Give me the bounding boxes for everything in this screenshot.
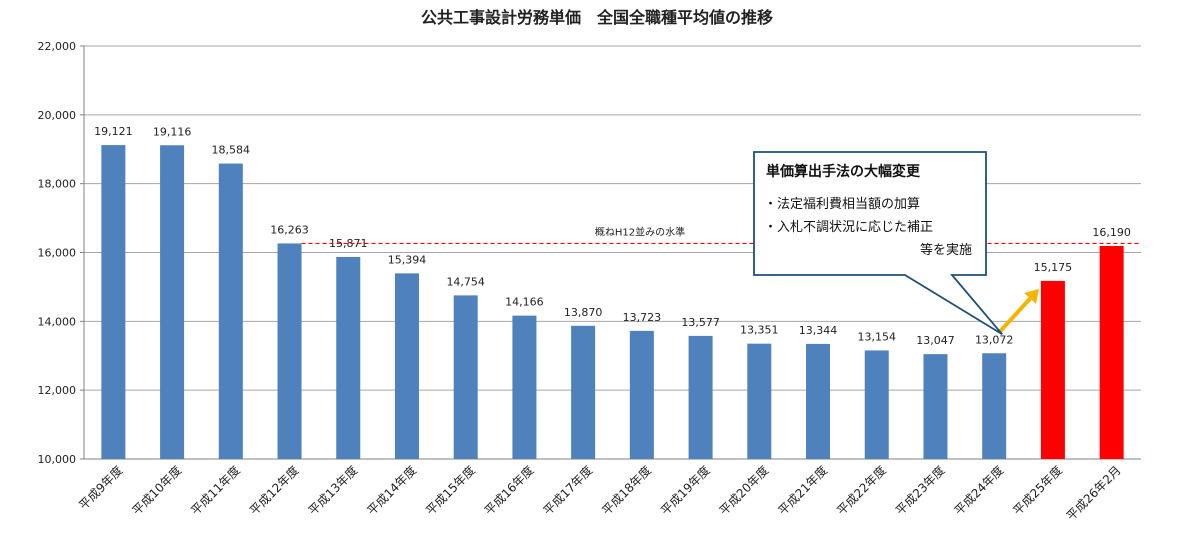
callout-box: 単価算出手法の大幅変更 ・法定福利費相当額の加算 ・入札不調状況に応じた補正 等… (753, 151, 1003, 336)
callout-line-1: ・法定福利費相当額の加算 (764, 197, 920, 212)
bar (1099, 245, 1124, 459)
x-tick-label: 平成11年度 (188, 463, 243, 518)
x-axis-labels: 平成9年度 平成10年度 平成11年度 平成12年度 平成13年度 平成14年度 平成15年… (76, 463, 1124, 524)
bar (864, 350, 889, 459)
bar (218, 163, 243, 460)
chart-title: 公共工事設計労務単価 全国全職種平均値の推移 (421, 8, 773, 27)
bar (982, 353, 1007, 459)
data-label: 13,351 (740, 324, 779, 337)
callout-line-3: 等を実施 (920, 242, 972, 258)
data-label: 13,870 (564, 306, 603, 319)
bar (453, 295, 478, 459)
bar (277, 243, 302, 459)
x-tick-label: 平成24年度 (951, 463, 1006, 518)
reference-line-label: 概ねH12並みの水準 (595, 225, 685, 238)
callout-title: 単価算出手法の大幅変更 (766, 163, 921, 180)
y-tick-label: 14,000 (38, 315, 77, 328)
data-label: 16,190 (1092, 226, 1131, 239)
bars (101, 145, 1124, 460)
data-label: 19,121 (94, 125, 133, 138)
y-tick-label: 18,000 (38, 178, 77, 191)
x-tick-label: 平成10年度 (129, 463, 184, 518)
y-tick-label: 22,000 (38, 40, 77, 53)
y-tick-label: 20,000 (38, 109, 77, 122)
data-label: 13,577 (681, 316, 720, 329)
data-label: 14,754 (446, 275, 485, 288)
data-label: 15,394 (388, 253, 427, 266)
bar (923, 354, 948, 459)
bar (1040, 280, 1065, 459)
data-label: 14,166 (505, 296, 544, 309)
bar (394, 273, 419, 459)
x-tick-label: 平成16年度 (481, 463, 536, 518)
bar (101, 145, 126, 460)
data-label: 13,047 (916, 334, 955, 347)
bar (512, 315, 537, 459)
x-tick-label: 平成17年度 (540, 463, 595, 518)
bar (747, 343, 772, 459)
x-tick-label: 平成22年度 (834, 463, 889, 518)
data-labels: 19,121 19,116 18,584 16,263 15,871 15,394 14,7… (94, 125, 1131, 347)
x-tick-label: 平成25年度 (1010, 463, 1065, 518)
x-tick-label: 平成15年度 (422, 463, 477, 518)
bar (160, 145, 185, 459)
callout-line-2: ・入札不調状況に応じた補正 (764, 220, 933, 235)
bar (571, 325, 596, 459)
x-tick-label: 平成21年度 (775, 463, 830, 518)
bar (688, 335, 713, 459)
x-tick-label: 平成26年2月 (1064, 463, 1124, 523)
arrow-head (1024, 288, 1039, 304)
x-tick-label: 平成19年度 (657, 463, 712, 518)
increase-arrow (998, 288, 1039, 333)
data-label: 15,871 (329, 237, 368, 250)
reference-line-group: 概ねH12並みの水準 (301, 225, 1141, 245)
x-tick-label: 平成13年度 (305, 463, 360, 518)
arrow-shaft (998, 297, 1032, 333)
data-label: 13,154 (858, 330, 897, 343)
x-tick-label: 平成12年度 (246, 463, 301, 518)
x-tick-label: 平成23年度 (892, 463, 947, 518)
data-label: 19,116 (153, 125, 192, 138)
data-label: 13,344 (799, 324, 838, 337)
data-label: 15,175 (1034, 261, 1073, 274)
gridlines (84, 45, 1141, 460)
bar (336, 256, 361, 459)
bar (806, 343, 831, 459)
y-tick-label: 12,000 (38, 384, 77, 397)
y-tick-label: 16,000 (38, 247, 77, 260)
bar (629, 330, 654, 459)
y-axis-ticks: 10,000 12,000 14,000 16,000 18,000 20,000 22,0… (38, 40, 1141, 466)
x-tick-label: 平成18年度 (599, 463, 654, 518)
data-label: 16,263 (270, 223, 309, 236)
data-label: 13,723 (623, 311, 662, 324)
x-tick-label: 平成20年度 (716, 463, 771, 518)
y-tick-label: 10,000 (38, 453, 77, 466)
x-tick-label: 平成9年度 (76, 463, 126, 513)
x-tick-label: 平成14年度 (364, 463, 419, 518)
data-label: 13,072 (975, 333, 1014, 346)
data-label: 18,584 (212, 144, 251, 157)
callout-shape (753, 151, 1003, 336)
